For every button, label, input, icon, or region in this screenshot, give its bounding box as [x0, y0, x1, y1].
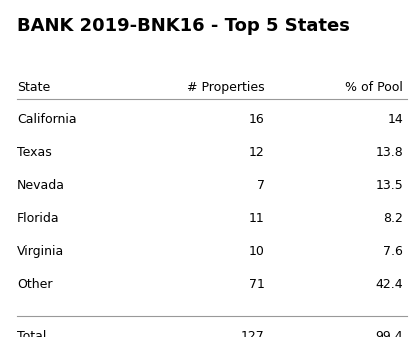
Text: 16: 16	[249, 113, 265, 126]
Text: 13.5: 13.5	[375, 179, 403, 192]
Text: 12: 12	[249, 146, 265, 159]
Text: State: State	[17, 81, 50, 94]
Text: 13.8: 13.8	[375, 146, 403, 159]
Text: Other: Other	[17, 278, 52, 291]
Text: BANK 2019-BNK16 - Top 5 States: BANK 2019-BNK16 - Top 5 States	[17, 17, 350, 35]
Text: California: California	[17, 113, 76, 126]
Text: % of Pool: % of Pool	[345, 81, 403, 94]
Text: Virginia: Virginia	[17, 245, 64, 258]
Text: 71: 71	[249, 278, 265, 291]
Text: 7: 7	[257, 179, 265, 192]
Text: 99.4: 99.4	[375, 330, 403, 337]
Text: 10: 10	[249, 245, 265, 258]
Text: 127: 127	[241, 330, 265, 337]
Text: Texas: Texas	[17, 146, 52, 159]
Text: 7.6: 7.6	[383, 245, 403, 258]
Text: Total: Total	[17, 330, 46, 337]
Text: Florida: Florida	[17, 212, 59, 225]
Text: Nevada: Nevada	[17, 179, 65, 192]
Text: 11: 11	[249, 212, 265, 225]
Text: # Properties: # Properties	[187, 81, 265, 94]
Text: 14: 14	[388, 113, 403, 126]
Text: 8.2: 8.2	[383, 212, 403, 225]
Text: 42.4: 42.4	[375, 278, 403, 291]
